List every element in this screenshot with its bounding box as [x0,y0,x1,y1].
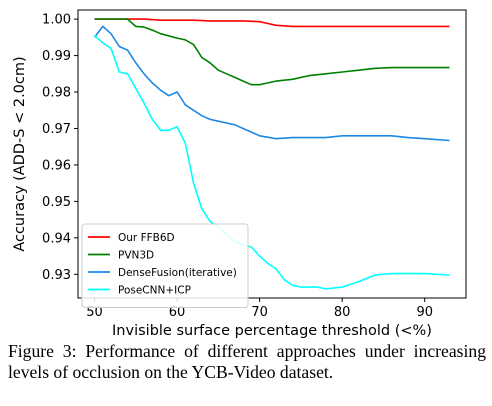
legend-label: PVN3D [118,250,154,262]
x-axis-label: Invisible surface percentage threshold (… [112,323,432,339]
y-tick-label: 0.95 [42,195,71,210]
plot-frame [77,9,467,299]
y-axis-ticks: 0.93 0.94 0.95 0.96 0.97 0.98 0.99 1.00 [42,13,78,283]
x-axis-ticks: 50 60 70 80 90 [86,298,433,320]
legend-label: Our FFB6D [118,232,175,244]
y-axis-label: Accuracy (ADD-S < 2.0cm) [12,56,28,251]
line-chart: 50 60 70 80 90 0.93 0.94 0.95 0.96 0.97 0.98 0.99 1… [12,9,467,339]
series-line-0 [94,18,450,28]
legend-label: DenseFusion(iterative) [118,267,237,279]
y-tick-label: 0.94 [42,231,71,246]
legend: Our FFB6D PVN3D DenseFusion(iterative) Pose… [81,223,249,308]
x-tick-label: 70 [251,305,268,320]
legend-label: PoseCNN+ICP [118,285,191,297]
x-tick-label: 90 [416,305,433,320]
y-tick-label: 0.97 [42,122,71,137]
figure-caption: Figure 3: Performance of different appro… [8,341,486,382]
series-line-1 [94,18,450,86]
y-tick-label: 0.98 [42,86,71,101]
series-line-2 [93,25,450,142]
y-tick-label: 0.93 [42,268,71,283]
y-tick-label: 0.99 [42,49,71,64]
y-tick-label: 0.96 [42,158,71,173]
legend-box [81,223,249,308]
y-tick-label: 1.00 [42,13,71,28]
x-tick-label: 50 [86,305,103,320]
x-tick-label: 80 [334,305,351,320]
x-tick-label: 60 [169,305,186,320]
